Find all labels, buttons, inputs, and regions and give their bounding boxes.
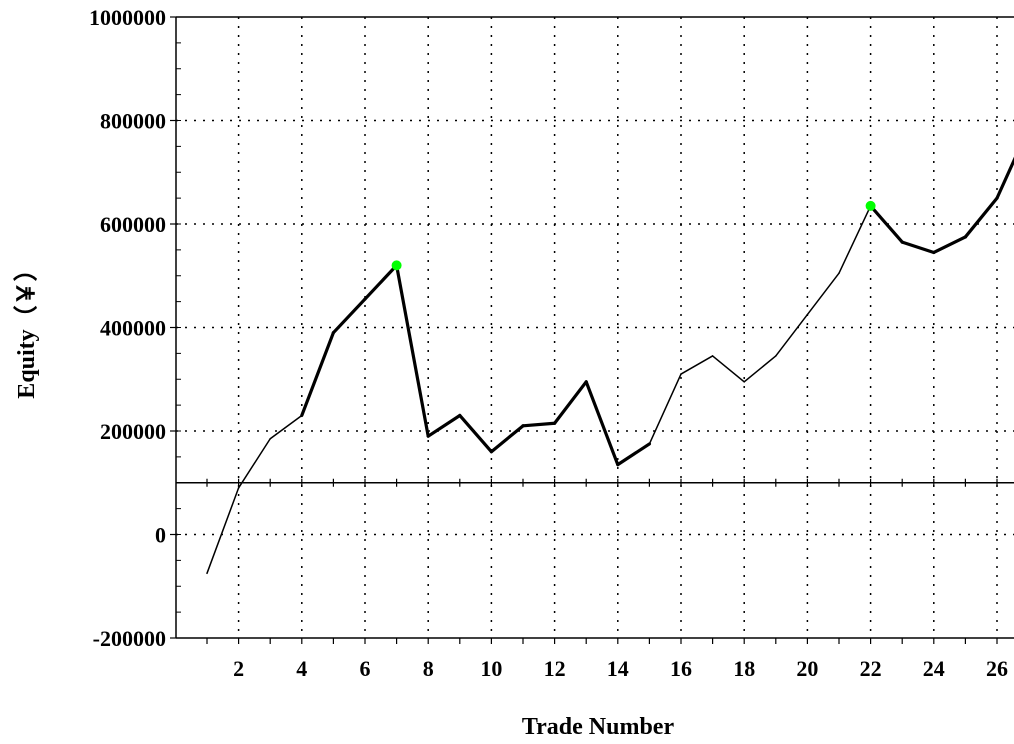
x-tick-label: 26	[986, 656, 1008, 681]
series-segment	[523, 423, 555, 426]
series-segment	[239, 439, 271, 488]
x-tick-label: 18	[733, 656, 755, 681]
series-segment	[649, 374, 681, 444]
x-tick-label: 10	[480, 656, 502, 681]
series-segment	[902, 242, 934, 252]
y-tick-label: 1000000	[89, 5, 166, 30]
series-segment	[965, 198, 997, 237]
grid	[176, 17, 1014, 638]
y-tick-label: 400000	[100, 316, 166, 341]
series-segment	[934, 237, 966, 253]
series-segment	[744, 356, 776, 382]
y-axis-title: Equity（￥）	[13, 257, 40, 398]
highlight-points	[392, 201, 876, 271]
series-segment	[302, 333, 334, 416]
series-segment	[365, 265, 397, 299]
series-segment	[839, 206, 871, 273]
x-tick-label: 22	[860, 656, 882, 681]
ticks	[170, 17, 1014, 644]
series-segment	[207, 488, 239, 573]
series-segment	[428, 415, 460, 436]
series-segment	[397, 265, 429, 436]
y-tick-label: 800000	[100, 109, 166, 134]
series-segment	[713, 356, 745, 382]
x-tick-label: 12	[544, 656, 566, 681]
x-tick-label: 20	[796, 656, 818, 681]
x-tick-label: 24	[923, 656, 945, 681]
series-segment	[270, 415, 302, 438]
x-tick-label: 8	[423, 656, 434, 681]
x-axis-title: Trade Number	[522, 714, 675, 740]
series-segment	[491, 426, 523, 452]
series-line	[207, 128, 1014, 573]
x-tick-label: 14	[607, 656, 629, 681]
series-segment	[776, 315, 808, 356]
series-segment	[333, 299, 365, 333]
x-tick-label: 6	[360, 656, 371, 681]
series-segment	[681, 356, 713, 374]
series-segment	[618, 444, 650, 465]
series-segment	[807, 273, 839, 314]
x-tick-label: 2	[233, 656, 244, 681]
series-segment	[460, 415, 492, 451]
series-segment	[997, 128, 1014, 198]
y-tick-label: -200000	[93, 626, 166, 651]
x-tick-label: 16	[670, 656, 692, 681]
highlight-point	[866, 201, 876, 211]
y-tick-label: 0	[155, 523, 166, 548]
x-tick-label: 4	[296, 656, 307, 681]
y-tick-label: 600000	[100, 212, 166, 237]
highlight-point	[392, 260, 402, 270]
series-segment	[555, 382, 587, 423]
series-segment	[586, 382, 618, 465]
y-tick-label: 200000	[100, 419, 166, 444]
